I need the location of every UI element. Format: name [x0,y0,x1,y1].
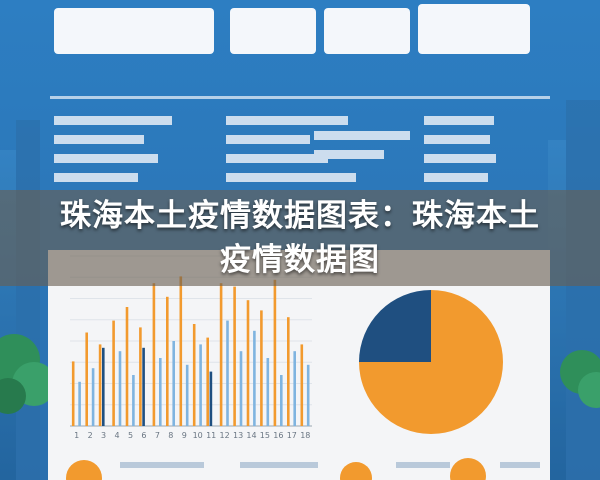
x-tick-label: 7 [155,431,160,440]
bar [85,332,88,426]
x-tick-label: 12 [220,431,230,440]
x-tick-label: 11 [206,431,216,440]
bar-chart-bars [71,276,310,426]
x-tick-label: 1 [74,431,79,440]
bar [233,286,236,426]
bar [300,344,304,426]
bar [172,341,175,426]
bar [71,361,75,426]
bar [206,337,209,426]
bar [125,307,129,426]
x-tick-label: 13 [233,431,243,440]
bar [142,347,145,426]
x-tick-label: 6 [141,431,146,440]
x-tick-label: 17 [287,431,297,440]
bar [166,296,169,426]
bar [253,330,256,426]
x-tick-label: 9 [182,431,187,440]
bar [91,368,95,426]
bar-chart-x-ticks: 1 2 3 4 5 6 7 8 9 10 11 12 13 14 15 16 17 18 [74,431,310,440]
bar [246,300,250,426]
bar [118,351,122,426]
bar [159,358,162,426]
x-tick-label: 8 [168,431,173,440]
stat-text-lines [54,116,496,182]
pie-chart [359,290,503,434]
bar [266,358,270,426]
bar [199,344,202,426]
bar [239,351,243,426]
x-tick-label: 3 [101,431,106,440]
bar [280,375,283,426]
bar [132,375,135,426]
bar [192,324,196,426]
x-tick-label: 10 [193,431,203,440]
x-tick-label: 4 [115,431,120,440]
bar [185,364,189,426]
x-tick-label: 2 [88,431,93,440]
bar [287,317,290,426]
bar [209,371,213,426]
bottom-decoration [66,458,540,480]
bar [219,283,223,426]
x-tick-label: 14 [246,431,256,440]
x-tick-label: 16 [273,431,283,440]
bar [102,347,105,426]
x-tick-label: 15 [260,431,270,440]
bar [112,320,115,426]
bar [293,351,296,426]
bar [273,279,277,426]
pie-slice [359,290,431,362]
bar [98,344,102,426]
bar [179,276,183,426]
bar [260,310,263,426]
caption-band: 珠海本土疫情数据图表：珠海本土疫情数据图 [0,190,600,286]
x-tick-label: 5 [128,431,133,440]
bar [226,320,229,426]
bar [152,283,156,426]
bar [306,364,310,426]
poster-header-text [54,4,530,54]
header-divider [50,96,550,99]
bar [139,327,142,426]
image-caption: 珠海本土疫情数据图表：珠海本土疫情数据图 [60,198,540,278]
bar [78,381,81,426]
tree-decoration [0,334,600,414]
x-tick-label: 18 [300,431,310,440]
